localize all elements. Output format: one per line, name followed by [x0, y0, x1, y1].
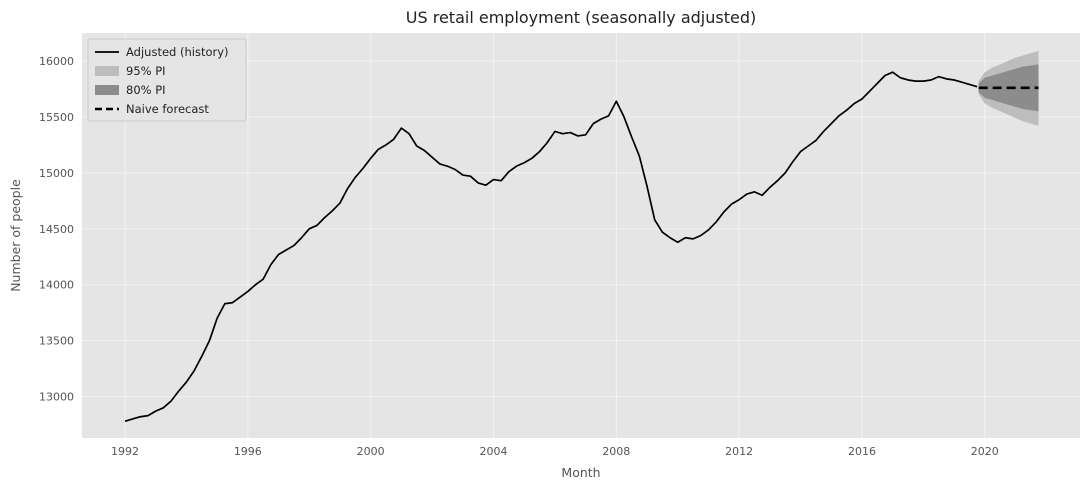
y-tick-label: 13500	[39, 335, 74, 348]
x-axis-label: Month	[561, 465, 600, 480]
legend-label-pi80: 80% PI	[126, 83, 166, 97]
y-tick-label: 15500	[39, 111, 74, 124]
plot-area	[82, 33, 1080, 438]
legend-swatch-pi80	[95, 85, 119, 95]
legend-label-history: Adjusted (history)	[126, 45, 229, 59]
x-tick-label: 1992	[111, 445, 139, 458]
legend: Adjusted (history) 95% PI 80% PI Naive f…	[87, 38, 247, 122]
x-tick-label: 2000	[357, 445, 385, 458]
series-lines	[124, 71, 1039, 423]
x-tick-label: 2012	[725, 445, 753, 458]
legend-label-pi95: 95% PI	[126, 64, 166, 78]
series-line-adjusted-history	[124, 71, 978, 423]
y-axis-ticks: 13000 13500 14000 14500 15000 15500 16000	[39, 55, 74, 404]
y-tick-label: 15000	[39, 167, 74, 180]
x-tick-label: 2004	[479, 445, 507, 458]
x-tick-label: 2008	[602, 445, 630, 458]
x-tick-label: 2020	[971, 445, 999, 458]
y-tick-label: 13000	[39, 391, 74, 404]
x-axis-ticks: 1992 1996 2000 2004 2008 2012 2016 2020	[111, 445, 999, 458]
y-axis-label: Number of people	[8, 179, 23, 292]
y-tick-label: 14000	[39, 279, 74, 292]
x-tick-label: 1996	[234, 445, 262, 458]
chart-title: US retail employment (seasonally adjuste…	[406, 8, 756, 27]
y-tick-label: 14500	[39, 223, 74, 236]
x-tick-label: 2016	[848, 445, 876, 458]
legend-box	[87, 38, 247, 122]
legend-label-naive: Naive forecast	[126, 102, 209, 116]
y-tick-label: 16000	[39, 55, 74, 68]
legend-swatch-pi95	[95, 66, 119, 76]
